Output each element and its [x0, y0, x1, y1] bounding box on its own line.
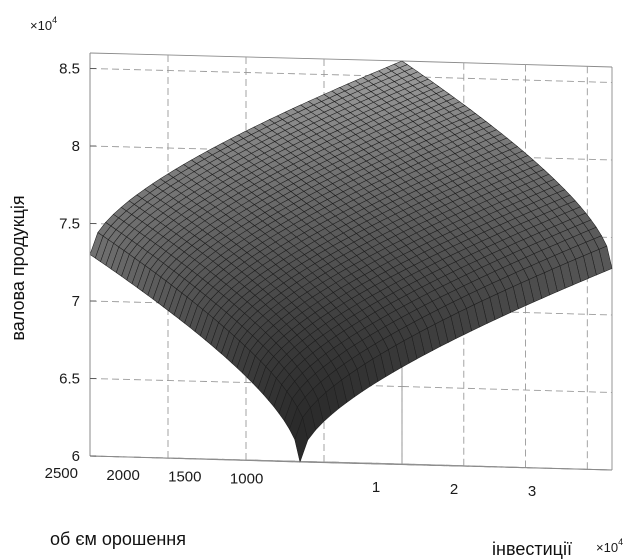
y-tick-label: 1000 [230, 470, 263, 487]
y-tick-label: 1500 [168, 469, 201, 486]
box-edge-top-right [401, 60, 613, 68]
x-multiplier-base: ×10 [596, 540, 618, 555]
surface-cell [294, 416, 309, 463]
y-tick-label: 2500 [45, 465, 78, 482]
x-multiplier-exponent: 4 [618, 537, 623, 547]
tick-labels: 6 6.5 7 7.5 8 8.5 1000 1500 2000 2500 1 2 3 [45, 61, 537, 501]
z-axis-multiplier: ×104 [30, 15, 57, 33]
y-tick-label: 2000 [106, 467, 139, 484]
grid-z-right-1 [401, 386, 613, 393]
z-multiplier-base: ×10 [30, 18, 52, 33]
box-edge-floor-front-left [89, 455, 301, 463]
z-tick-label: 6 [72, 448, 80, 465]
x-tick-label: 3 [528, 483, 536, 500]
axes-box-front [89, 53, 613, 471]
x-axis-title: інвестиції [492, 539, 572, 559]
z-tick-label: 8.5 [59, 61, 80, 78]
grid-y-floor-3 [89, 455, 403, 465]
y-axis-title: об єм орошення [50, 529, 186, 549]
z-tick-label: 8 [72, 138, 80, 155]
z-tick-label: 7.5 [59, 216, 80, 233]
z-axis-title: валова продукція [8, 195, 28, 340]
z-tick-label: 7 [72, 293, 80, 310]
surface-mesh [89, 60, 613, 463]
box-edge-floor-front-right [299, 461, 613, 471]
z-tick-label: 6.5 [59, 371, 80, 388]
x-tick-label: 2 [450, 481, 458, 498]
x-axis-multiplier: ×104 [596, 537, 623, 555]
x-tick-label: 1 [372, 479, 380, 496]
grid-z-right-5 [401, 76, 613, 83]
z-multiplier-exponent: 4 [52, 15, 57, 25]
